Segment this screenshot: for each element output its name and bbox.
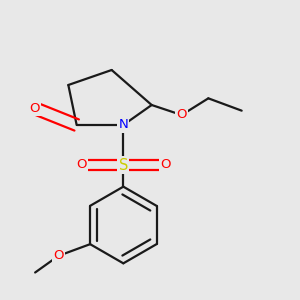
Text: O: O — [176, 109, 187, 122]
Text: O: O — [30, 102, 40, 115]
Text: O: O — [76, 158, 87, 172]
Text: N: N — [118, 118, 128, 131]
Text: S: S — [118, 158, 128, 172]
Text: O: O — [53, 249, 64, 262]
Text: O: O — [160, 158, 170, 172]
